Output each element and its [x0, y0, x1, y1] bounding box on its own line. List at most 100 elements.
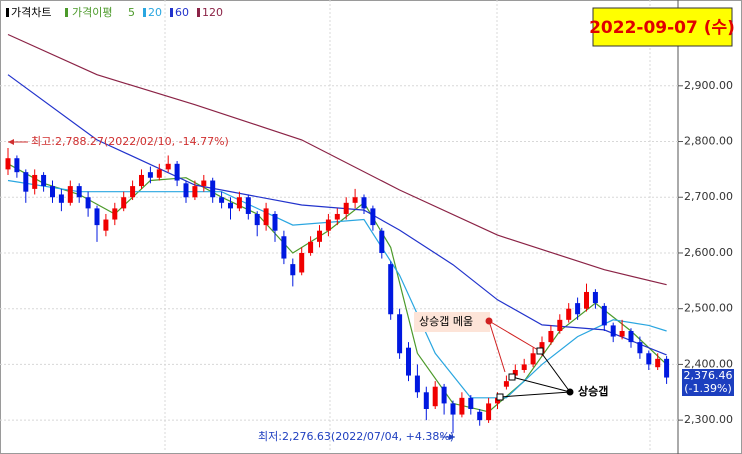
candle-body: [5, 158, 11, 170]
legend-swatch: [65, 8, 68, 17]
gap-fill-dot: [485, 317, 493, 325]
last-price-box: [682, 369, 734, 396]
candle-body: [67, 186, 73, 203]
candle-body: [450, 403, 456, 415]
legend-label: 5: [128, 6, 135, 19]
candle-body: [308, 241, 314, 253]
candle-body: [76, 186, 82, 198]
candle-body: [423, 392, 429, 409]
candle-body: [521, 364, 527, 370]
candle-body: [584, 291, 589, 309]
low-annotation: 최저:2,276.63(2022/07/04, +4.38%): [258, 430, 454, 443]
chart-title: 2022-09-07 (수): [589, 18, 735, 38]
y-tick-label: 2,500.00: [684, 302, 733, 315]
candle-body: [646, 353, 652, 365]
candle-body: [379, 230, 385, 253]
candle-body: [121, 197, 127, 209]
candle-body: [281, 236, 287, 259]
candle-body: [156, 169, 162, 178]
candle-body: [503, 381, 509, 387]
candle-body: [130, 186, 136, 198]
gap-fill-lines: [488, 320, 539, 373]
candle-body: [272, 213, 278, 231]
candle-body: [619, 330, 625, 337]
gap-fill-box: [414, 312, 490, 332]
candle-body: [530, 353, 536, 365]
candle-body: [317, 230, 322, 242]
candle-body: [548, 330, 554, 343]
legend-label: 120: [202, 6, 223, 19]
candle-body: [325, 219, 331, 231]
candle-body: [610, 325, 616, 337]
candle-body: [370, 208, 376, 226]
candle-body: [664, 358, 670, 378]
candle-body: [388, 264, 394, 315]
ma-line: [7, 179, 667, 399]
gap-lines: [499, 350, 571, 398]
candle-body: [165, 163, 171, 170]
candle-body: [210, 180, 216, 198]
candle-body: [112, 208, 118, 220]
candle-body: [361, 197, 367, 209]
candle-body: [592, 291, 598, 304]
candle-body: [414, 375, 420, 393]
candles: [5, 148, 670, 434]
candle-body: [183, 183, 189, 198]
candle-body: [432, 386, 438, 407]
grid: 2,300.00 2,400.00 2,500.00 2,600.00 2,700.00…: [0, 79, 733, 426]
candle-body: [495, 397, 500, 404]
candle-body: [334, 213, 340, 220]
legend-title: 가격차트: [11, 6, 51, 19]
ma-line: [7, 74, 667, 356]
legend-swatch: [143, 8, 146, 17]
candle-body: [459, 397, 465, 415]
gap-label: 상승갭: [578, 384, 608, 398]
candle-body: [228, 202, 233, 209]
candle-body: [397, 314, 403, 354]
last-change: (-1.39%): [684, 382, 732, 395]
candle-body: [566, 308, 572, 320]
candle-body: [103, 219, 109, 231]
candle-body: [601, 305, 607, 326]
candle-body: [139, 174, 144, 187]
candle-body: [468, 397, 474, 409]
candle-body: [219, 197, 225, 203]
candle-body: [299, 252, 305, 273]
candle-body: [406, 347, 411, 376]
candle-body: [41, 174, 47, 187]
candle-body: [174, 163, 180, 181]
y-tick-label: 2,400.00: [684, 357, 733, 370]
legend-swatch: [197, 8, 200, 17]
legend-label: 가격이평: [72, 6, 112, 19]
legend-label: 60: [175, 6, 189, 19]
candle-body: [147, 172, 153, 178]
candle-body: [85, 197, 91, 209]
legend: 가격차트 가격이평 5 20 60 120: [6, 6, 223, 19]
candle-body: [14, 158, 20, 173]
y-tick-label: 2,900.00: [684, 79, 733, 92]
candle-body: [94, 208, 100, 226]
candle-body: [32, 174, 38, 189]
candle-body: [343, 202, 349, 214]
candle-body: [263, 208, 269, 226]
candle-body: [352, 197, 358, 203]
gap-fill-label: 상승갭 메움: [419, 315, 473, 328]
ma-line: [7, 33, 667, 286]
y-tick-label: 2,300.00: [684, 413, 733, 426]
candle-body: [486, 403, 492, 421]
candle-body: [201, 180, 207, 187]
legend-swatch: [6, 8, 9, 17]
title-box: [592, 7, 733, 47]
candle-body: [236, 197, 242, 209]
candle-body: [441, 386, 447, 404]
candle-body: [290, 264, 296, 276]
y-tick-label: 2,800.00: [684, 135, 733, 148]
candle-body: [477, 411, 483, 421]
arrow-head: [449, 434, 455, 440]
gap-dot: [566, 388, 574, 396]
candle-body: [575, 303, 581, 315]
candle-body: [655, 358, 661, 368]
candle-body: [637, 342, 643, 354]
